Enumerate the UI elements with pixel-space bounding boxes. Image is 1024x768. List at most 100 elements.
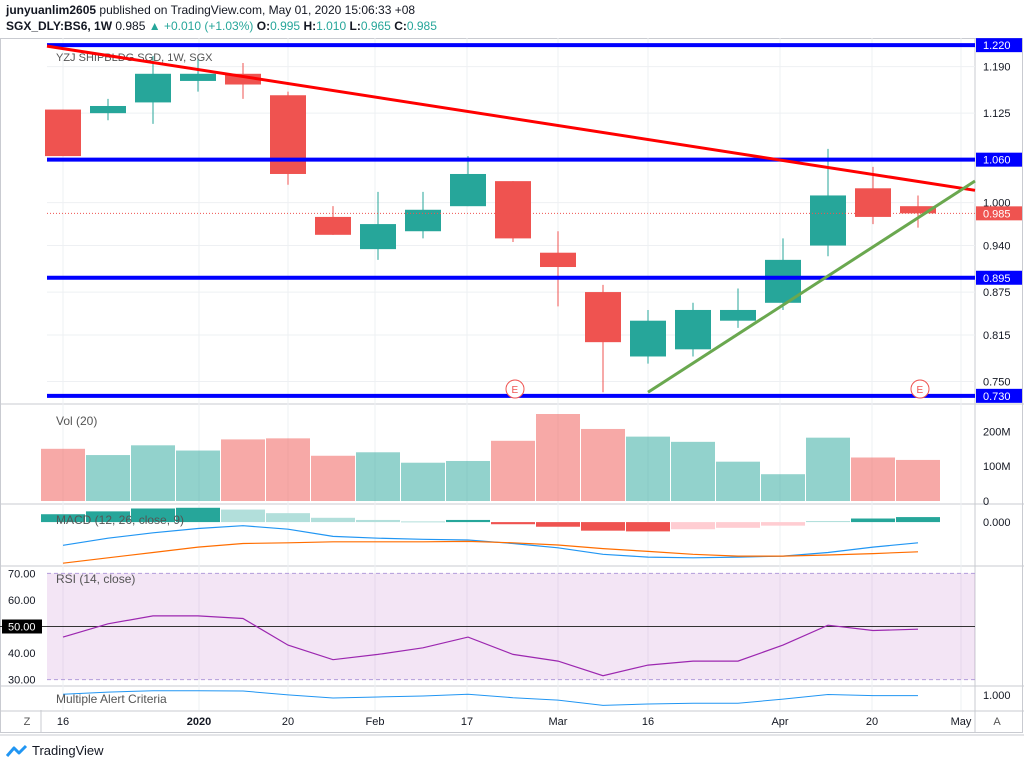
time-tick-label: 17 <box>461 716 473 728</box>
level-price-label: 0.730 <box>983 391 1011 403</box>
volume-bar <box>536 414 580 501</box>
level-price-tag <box>976 270 1022 285</box>
candle-body <box>315 216 351 235</box>
candle-body <box>855 188 891 217</box>
volume-bar <box>311 455 355 501</box>
candle-body <box>585 292 621 343</box>
brand-name: TradingView <box>32 743 104 758</box>
candle-body <box>225 73 261 85</box>
alert-title: Multiple Alert Criteria <box>56 692 167 706</box>
candle-body <box>540 252 576 268</box>
volume-bar <box>266 438 310 501</box>
macd-histogram-bar <box>896 517 940 523</box>
macd-histogram-bar <box>311 517 355 523</box>
tradingview-brand[interactable]: TradingView <box>6 743 104 758</box>
volume-bar <box>716 461 760 501</box>
time-tick-label: Feb <box>366 716 385 728</box>
volume-tick-label: 100M <box>983 461 1011 473</box>
candle-body <box>495 181 531 239</box>
level-price-label: 0.895 <box>983 273 1011 285</box>
volume-tick-label: 0 <box>983 496 989 508</box>
volume-bar <box>446 460 490 501</box>
macd-histogram-bar <box>806 521 850 523</box>
rsi-line <box>62 615 919 677</box>
price-tick-label: 0.815 <box>983 330 1011 342</box>
rsi-title: RSI (14, close) <box>56 572 135 586</box>
candle-body <box>270 95 306 174</box>
earnings-marker-label: E <box>917 385 924 396</box>
chart-title: YZJ SHIPBLDG SGD, 1W, SGX <box>56 52 213 64</box>
high-label: H: <box>303 19 317 33</box>
down-trendline <box>46 44 976 192</box>
chart-canvas[interactable]: 1.190 1.125 1.000 0.940 0.875 0.815 0.750 YZJ S… <box>0 0 1024 740</box>
last-price-tag <box>976 206 1022 221</box>
high-value: 1.010 <box>316 19 347 33</box>
time-tick-label: Apr <box>771 716 788 728</box>
volume-bar <box>86 455 130 501</box>
rsi-tick-label: 60.00 <box>8 595 36 607</box>
macd-histogram-bar <box>581 522 625 531</box>
rsi-tick-label: 40.00 <box>8 648 36 660</box>
level-price-label: 1.060 <box>983 155 1011 167</box>
macd-histogram-bar <box>356 519 400 523</box>
macd-histogram-bar <box>761 522 805 526</box>
rsi-mid-tag <box>2 619 42 634</box>
macd-histogram-bar <box>626 522 670 532</box>
author-name[interactable]: junyuanlim2605 <box>6 3 97 17</box>
candle-body <box>360 224 396 250</box>
rsi-tick-label: 30.00 <box>8 675 36 687</box>
price-tick-label: 0.750 <box>983 377 1011 389</box>
earnings-marker-icon <box>505 379 525 399</box>
symbol-label[interactable]: SGX_DLY:BS6, 1W <box>6 19 113 33</box>
volume-tick-label: 200M <box>983 426 1011 438</box>
macd-histogram-bar <box>536 522 580 527</box>
level-price-tag <box>976 152 1022 167</box>
candle-body <box>135 73 171 103</box>
low-label: L: <box>349 19 361 33</box>
volume-bar <box>626 436 670 501</box>
price-tick-label: 1.190 <box>983 62 1011 74</box>
macd-histogram-bar <box>491 522 535 525</box>
macd-histogram-bar <box>446 519 490 523</box>
volume-bar <box>761 474 805 501</box>
macd-histogram-bar <box>131 508 175 523</box>
volume-bar <box>221 439 265 501</box>
close-label: C: <box>394 19 407 33</box>
volume-bar <box>356 452 400 501</box>
tradingview-logo-icon <box>6 744 28 757</box>
macd-title: MACD (12, 26, close, 9) <box>56 513 184 527</box>
time-tick-label: May <box>951 716 972 728</box>
auto-scale-button: A <box>993 716 1001 728</box>
macd-histogram-bar <box>851 518 895 523</box>
time-tick-label: 16 <box>642 716 654 728</box>
level-price-label: 1.220 <box>983 40 1011 52</box>
time-tick-label: 20 <box>282 716 294 728</box>
level-price-tag <box>976 38 1022 53</box>
up-trendline <box>647 179 976 394</box>
alert-line <box>62 690 918 706</box>
volume-bar <box>896 459 940 501</box>
candle-body <box>405 209 441 232</box>
level-price-tag <box>976 388 1022 403</box>
volume-bar <box>581 428 625 501</box>
macd-tick-label: 0.000 <box>983 517 1011 529</box>
alert-tick-label: 1.000 <box>983 690 1011 702</box>
open-label: O: <box>256 19 271 33</box>
ohlc-line: SGX_DLY:BS6, 1W 0.985 ▲ +0.010 (+1.03%) … <box>6 19 437 33</box>
volume-bar <box>806 437 850 501</box>
candle-body <box>720 309 756 321</box>
open-value: 0.995 <box>270 19 301 33</box>
publish-info: published on TradingView.com, May 01, 20… <box>99 3 416 17</box>
macd-histogram-bar <box>716 522 760 528</box>
macd-histogram-bar <box>671 522 715 530</box>
macd-histogram-bar <box>176 507 220 523</box>
candle-body <box>900 206 936 214</box>
zoom-corner-button: Z <box>24 716 31 728</box>
price-change: +0.010 (+1.03%) <box>163 19 254 33</box>
price-tick-label: 1.125 <box>983 108 1011 120</box>
volume-bar <box>401 462 445 501</box>
up-triangle-icon: ▲ <box>148 19 161 33</box>
time-tick-label: 2020 <box>187 716 211 728</box>
publish-line: junyuanlim2605 published on TradingView.… <box>6 3 415 17</box>
volume-bar <box>41 448 85 501</box>
